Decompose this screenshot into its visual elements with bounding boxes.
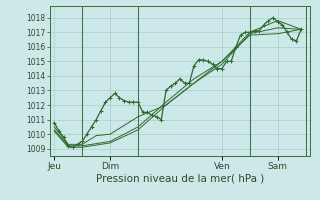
X-axis label: Pression niveau de la mer( hPa ): Pression niveau de la mer( hPa ) xyxy=(96,173,264,183)
